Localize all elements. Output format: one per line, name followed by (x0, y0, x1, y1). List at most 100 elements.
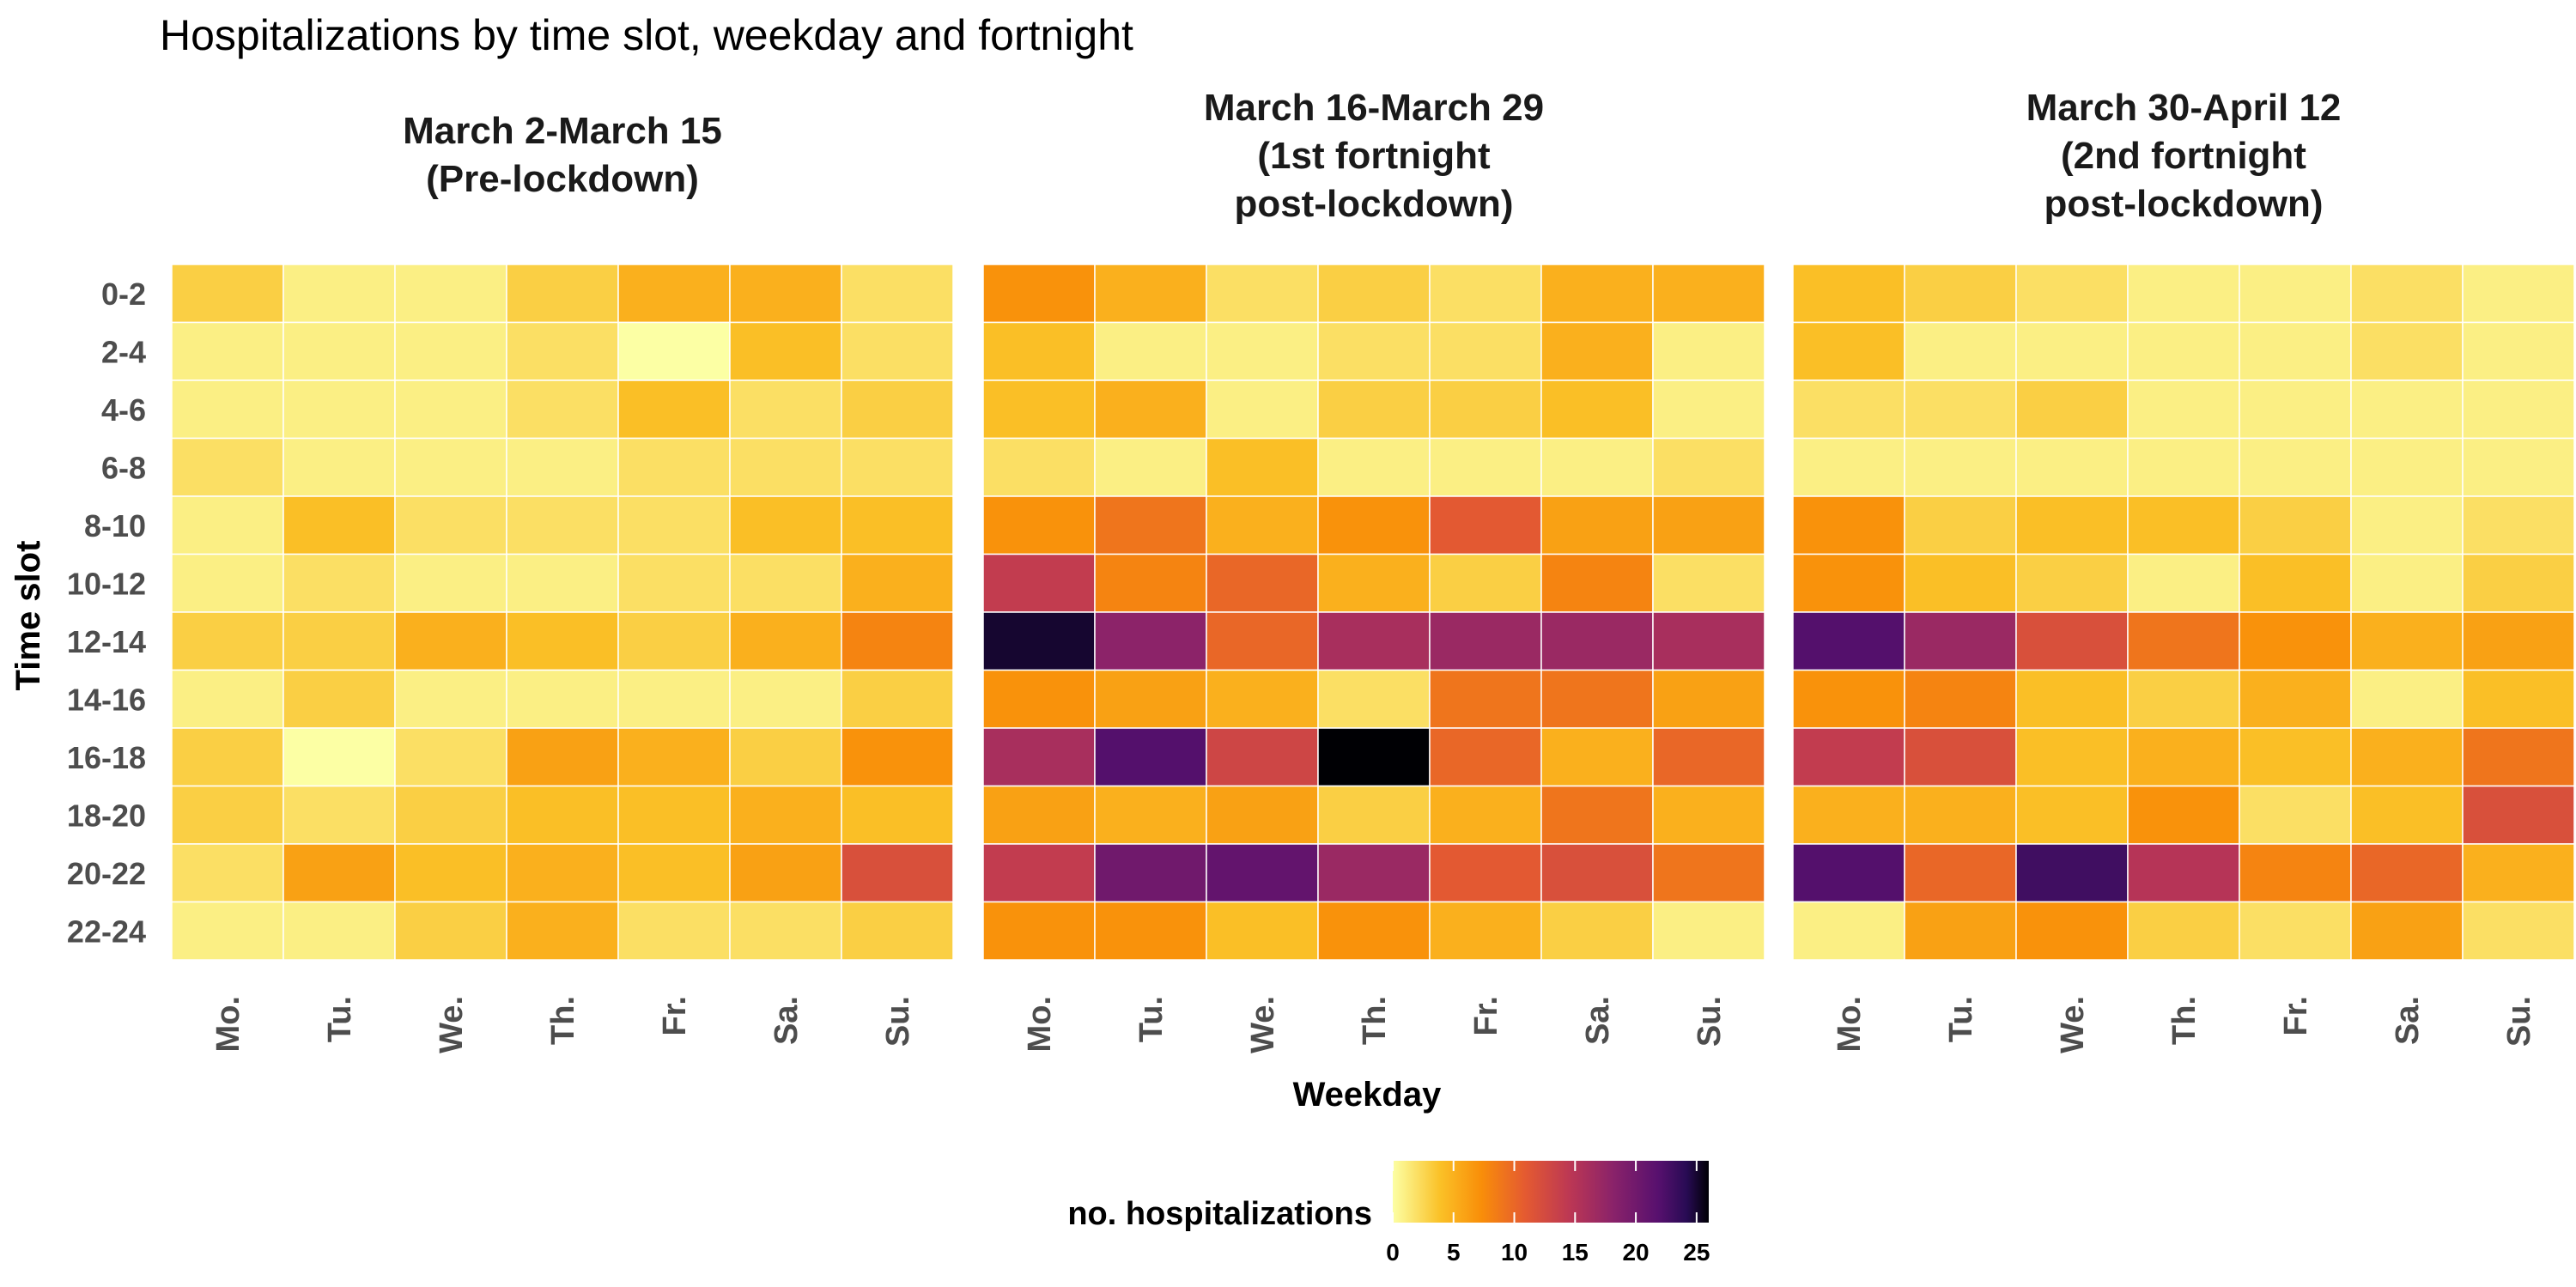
heatmap-cell (283, 611, 396, 671)
heatmap-cell (2350, 379, 2464, 440)
heatmap-cell (171, 264, 284, 324)
heatmap-cell (394, 785, 507, 845)
heatmap-cell (1540, 264, 1654, 324)
heatmap-cell (982, 553, 1096, 613)
heatmap-cell (1429, 321, 1542, 381)
heatmap-cell (982, 785, 1096, 845)
heatmap-cell (1540, 321, 1654, 381)
heatmap-cell (2350, 437, 2464, 497)
heatmap-cell (171, 727, 284, 787)
heatmap-cell (2015, 727, 2129, 787)
heatmap-cell (1317, 553, 1431, 613)
heatmap-cell (2462, 843, 2575, 903)
heatmap-cell (506, 553, 619, 613)
heatmap-cell (506, 727, 619, 787)
heatmap-cell (2239, 553, 2352, 613)
heatmap-cell (2239, 379, 2352, 440)
y-tick-label: 4-6 (101, 392, 146, 428)
heatmap-cell (394, 264, 507, 324)
y-tick-label: 12-14 (67, 624, 146, 659)
heatmap-cell (283, 321, 396, 381)
y-tick-label: 8-10 (84, 508, 146, 543)
heatmap-cell (171, 901, 284, 961)
heatmap-cell (1652, 379, 1765, 440)
heatmap-cell (1206, 379, 1319, 440)
y-tick-label: 10-12 (67, 566, 146, 601)
heatmap-cell (1206, 495, 1319, 555)
heatmap-cell (729, 785, 842, 845)
heatmap-cell (729, 901, 842, 961)
heatmap-cell (982, 727, 1096, 787)
heatmap-cell (394, 901, 507, 961)
heatmap-cell (982, 321, 1096, 381)
heatmap-cell (617, 785, 731, 845)
heatmap-cell (1652, 553, 1765, 613)
x-tick-label: Tu. (1133, 996, 1170, 1042)
heatmap-cell (1206, 553, 1319, 613)
legend-colorbar (1393, 1161, 1709, 1223)
y-tick-label: 18-20 (67, 798, 146, 833)
legend-ticks: 0 5 10 15 20 25 (1386, 1161, 1710, 1266)
heatmap-cell (729, 611, 842, 671)
heatmap-cell (1792, 495, 1905, 555)
heatmap-cell (283, 495, 396, 555)
x-tick-label: We. (2055, 996, 2091, 1053)
heatmap-cell (1904, 785, 2017, 845)
heatmap-cell (1652, 321, 1765, 381)
heatmap-cell (1206, 437, 1319, 497)
heatmap-cell (2350, 264, 2464, 324)
heatmap-cell (617, 264, 731, 324)
panel-title: March 30-April 12 (2026, 87, 2342, 129)
heatmap-cell (1792, 843, 1905, 903)
heatmap-cell (2462, 611, 2575, 671)
heatmap-cell (171, 495, 284, 555)
x-tick-label: Tu. (322, 996, 358, 1042)
heatmap-cell (283, 843, 396, 903)
heatmap-cell (1429, 611, 1542, 671)
heatmap-cell (729, 264, 842, 324)
heatmap-cell (1540, 553, 1654, 613)
heatmap-cell (617, 379, 731, 440)
heatmap-cell (2239, 321, 2352, 381)
heatmap-cell (1652, 901, 1765, 961)
heatmap-cell (1317, 611, 1431, 671)
heatmap-cell (841, 901, 954, 961)
y-tick-label: 22-24 (67, 914, 146, 949)
heatmap-cell (1792, 669, 1905, 729)
heatmap-cell (1652, 264, 1765, 324)
x-tick-label: Tu. (1943, 996, 1979, 1042)
legend-tick-label: 0 (1386, 1239, 1400, 1266)
heatmap-cell (1429, 727, 1542, 787)
heatmap-cell (506, 437, 619, 497)
heatmap-cell (2127, 321, 2240, 381)
heatmap-cell (1206, 785, 1319, 845)
heatmap-cell (2015, 437, 2129, 497)
heatmap-cell (2462, 264, 2575, 324)
heatmap-cell (1094, 379, 1207, 440)
heatmap-cell (2127, 495, 2240, 555)
heatmap-cell (283, 669, 396, 729)
heatmap-cell (2350, 669, 2464, 729)
heatmap-cell (1652, 785, 1765, 845)
heatmap-cell (1652, 437, 1765, 497)
heatmap-cell (171, 611, 284, 671)
heatmap-panels: 0-2 2-4 4-6 6-8 8-10 10-12 12-14 14-16 16-18 18-2… (67, 87, 2575, 1053)
heatmap-cell (1904, 843, 2017, 903)
heatmap-cell (2239, 669, 2352, 729)
heatmap-cell (729, 727, 842, 787)
heatmap-cell (1317, 901, 1431, 961)
heatmap-cell (1792, 611, 1905, 671)
heatmap-cell (841, 437, 954, 497)
heatmap-cell (2015, 669, 2129, 729)
heatmap-cell (729, 669, 842, 729)
heatmap-cell (283, 264, 396, 324)
heatmap-cell (2350, 727, 2464, 787)
heatmap-cell (2462, 785, 2575, 845)
x-tick-label: We. (434, 996, 470, 1053)
y-tick-label: 6-8 (101, 450, 146, 485)
heatmap-cell (2127, 553, 2240, 613)
heatmap-panel: March 16-March 29 (1st fortnight post-lock… (982, 87, 1765, 1053)
heatmap-cell (394, 495, 507, 555)
x-tick-label: Fr. (657, 996, 693, 1035)
heatmap-cell (1429, 553, 1542, 613)
